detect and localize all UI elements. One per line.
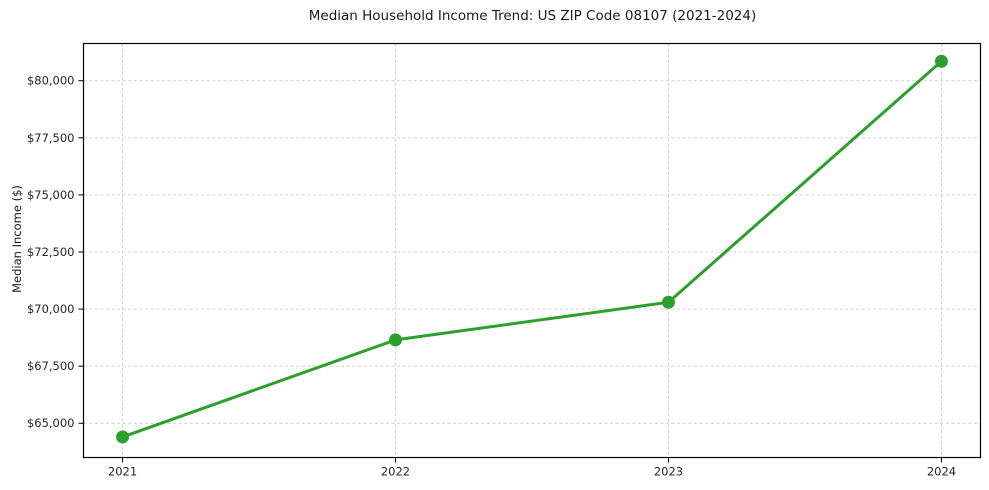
y-axis-label: Median Income ($) [10, 185, 24, 293]
chart-title: Median Household Income Trend: US ZIP Co… [308, 8, 757, 24]
y-tick-label: $67,500 [27, 359, 75, 373]
x-tick-label: 2022 [381, 465, 410, 479]
income-trend-line [121, 59, 943, 439]
data-point-marker [661, 295, 675, 309]
y-tick-label: $70,000 [27, 302, 75, 316]
y-tick-label: $75,000 [27, 188, 75, 202]
data-point-marker [116, 430, 130, 444]
x-tick-label: 2023 [654, 465, 683, 479]
x-tick-label: 2021 [108, 465, 137, 479]
y-tick-label: $65,000 [27, 416, 75, 430]
y-tick-label: $77,500 [27, 131, 75, 145]
data-point-marker [934, 54, 948, 68]
y-tick-label: $72,500 [27, 245, 75, 259]
y-tick-label: $80,000 [27, 74, 75, 88]
x-tick-label: 2024 [927, 465, 956, 479]
data-point-marker [389, 333, 403, 347]
plot-border [82, 42, 982, 459]
